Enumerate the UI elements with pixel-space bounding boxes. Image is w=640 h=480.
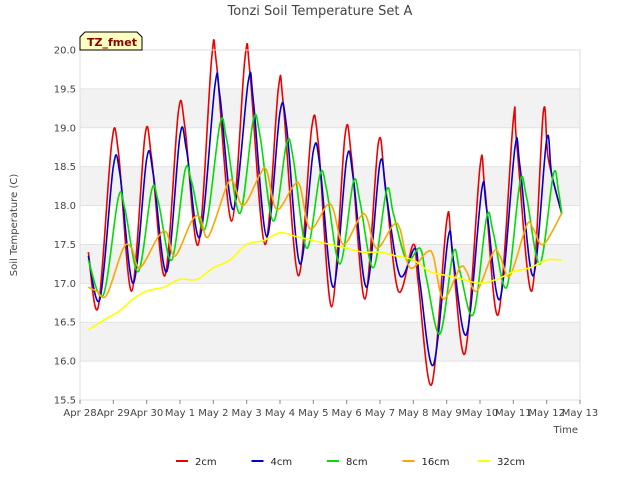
grid-bands xyxy=(80,50,580,401)
legend-label: 2cm xyxy=(195,457,217,468)
y-tick-label: 20.0 xyxy=(54,46,76,57)
x-tick-label: Apr 29 xyxy=(97,408,130,419)
x-axis-ticks: Apr 28 Apr 29 Apr 30 May 1 May 2 May 3 May 4 Ma… xyxy=(63,400,598,419)
x-tick-label: May 1 xyxy=(165,408,195,419)
y-tick-label: 17.5 xyxy=(54,240,76,251)
x-tick-label: May 8 xyxy=(398,408,428,419)
legend: 2cm 4cm 8cm 16cm 32cm xyxy=(176,457,525,468)
x-tick-label: May 5 xyxy=(298,408,328,419)
y-tick-label: 17.0 xyxy=(54,279,76,290)
y-tick-label: 19.0 xyxy=(54,123,76,134)
x-axis-label: Time xyxy=(553,425,578,436)
y-tick-label: 16.0 xyxy=(54,357,76,368)
legend-item-2cm: 2cm xyxy=(176,457,217,468)
badge-box xyxy=(79,31,143,51)
grid-band xyxy=(80,127,580,167)
plot-frame xyxy=(79,49,581,401)
legend-label: 8cm xyxy=(346,457,368,468)
x-tick-label: May 11 xyxy=(495,408,532,419)
grid-band xyxy=(80,166,580,206)
legend-label: 32cm xyxy=(497,457,525,468)
x-tick-label: May 13 xyxy=(562,408,599,419)
chart-title: Tonzi Soil Temperature Set A xyxy=(227,4,413,19)
grid-band xyxy=(80,361,580,400)
series-line-8cm xyxy=(87,113,563,335)
series-line-32cm xyxy=(87,231,562,331)
x-tick-label: May 4 xyxy=(265,408,295,419)
y-axis-ticks: 15.5 16.0 16.5 17.0 17.5 18.0 18.5 19.0 19.5 20.0 xyxy=(54,46,76,407)
y-tick-label: 18.0 xyxy=(54,201,76,212)
y-tick-label: 16.5 xyxy=(54,318,76,329)
legend-item-8cm: 8cm xyxy=(327,457,368,468)
x-tick-label: May 2 xyxy=(198,408,228,419)
x-tick-label: May 6 xyxy=(332,408,362,419)
legend-item-32cm: 32cm xyxy=(478,457,525,468)
badge: TZ_fmet xyxy=(79,31,143,51)
y-axis-label: Soil Temperature (C) xyxy=(9,174,20,277)
y-tick-label: 15.5 xyxy=(54,396,76,407)
x-tick-label: May 7 xyxy=(365,408,395,419)
grid-band xyxy=(80,50,580,89)
series-line-16cm xyxy=(87,166,563,300)
series-layer xyxy=(87,39,563,386)
legend-label: 4cm xyxy=(271,457,293,468)
legend-label: 16cm xyxy=(422,457,450,468)
series-line-4cm xyxy=(87,71,563,366)
x-tick-label: May 12 xyxy=(528,408,565,419)
y-tick-label: 19.5 xyxy=(54,84,76,95)
x-tick-label: May 3 xyxy=(232,408,262,419)
badge-text: TZ_fmet xyxy=(87,36,137,49)
legend-item-16cm: 16cm xyxy=(402,457,450,468)
x-tick-label: Apr 30 xyxy=(130,408,163,419)
grid-band xyxy=(80,88,580,128)
x-tick-label: Apr 28 xyxy=(63,408,96,419)
grid-band xyxy=(80,322,580,362)
y-tick-label: 18.5 xyxy=(54,162,76,173)
x-tick-label: May 10 xyxy=(462,408,499,419)
legend-item-4cm: 4cm xyxy=(251,457,293,468)
x-tick-label: May 9 xyxy=(432,408,462,419)
